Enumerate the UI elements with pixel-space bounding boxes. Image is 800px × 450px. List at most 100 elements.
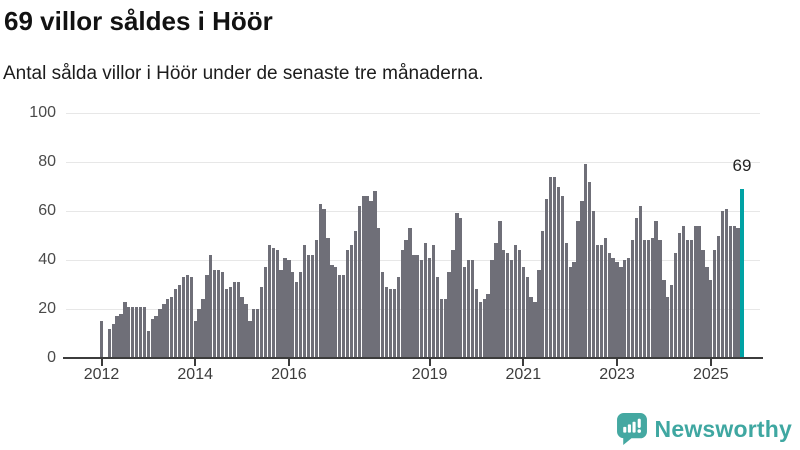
bar-2014-10 — [228, 286, 232, 358]
brand-wordmark: Newsworthy — [654, 415, 792, 442]
axis-baseline — [63, 357, 763, 359]
bar-2025-6 — [728, 225, 732, 358]
bar-2014-6 — [213, 269, 217, 358]
bar-2023-5 — [631, 240, 635, 358]
x-tick-label: 2019 — [411, 366, 448, 383]
newsworthy-chart-bubble-icon — [616, 413, 647, 445]
bar-2016-11 — [326, 237, 330, 358]
bar-2020-8 — [502, 250, 506, 358]
bar-2018-7 — [404, 240, 408, 358]
bar-2021-12 — [564, 242, 568, 358]
bar-2017-6 — [353, 230, 357, 358]
y-tick-label: 0 — [47, 349, 56, 366]
bar-2013-7 — [170, 296, 174, 359]
bar-2020-3 — [482, 299, 486, 358]
bar-2017-12 — [377, 228, 381, 358]
bar-2022-2 — [572, 262, 576, 358]
bar-2017-1 — [334, 267, 338, 359]
y-tick-label: 100 — [29, 104, 56, 121]
bar-2013-4 — [158, 309, 162, 358]
bar-2023-9 — [646, 240, 650, 358]
bar-2024-9 — [693, 225, 697, 358]
axis-tick-2021 — [522, 358, 525, 366]
bar-2020-5 — [490, 260, 494, 358]
bar-2012-9 — [131, 306, 135, 359]
bar-2024-2 — [666, 296, 670, 359]
bar-2018-12 — [424, 242, 428, 358]
bar-2013-5 — [162, 304, 166, 358]
bar-2024-10 — [697, 225, 701, 358]
bar-2022-3 — [576, 220, 580, 358]
bar-2019-2 — [431, 245, 436, 358]
bar-2025-3 — [716, 235, 721, 358]
bar-2014-11 — [232, 282, 236, 359]
bar-2024-7 — [685, 240, 689, 358]
bar-2015-9 — [271, 247, 275, 359]
bar-2015-11 — [279, 269, 283, 358]
bar-2019-3 — [435, 277, 440, 358]
bar-2023-4 — [627, 257, 631, 359]
bar-2013-1 — [146, 331, 150, 359]
axis-tick-2014 — [194, 358, 197, 366]
bar-2025-1 — [709, 279, 713, 358]
gridline-y-60 — [66, 211, 760, 212]
bar-2020-12 — [517, 250, 522, 358]
bar-2023-7 — [638, 206, 643, 358]
bar-2018-9 — [412, 255, 416, 358]
bar-2018-8 — [408, 228, 412, 358]
bar-2015-2 — [244, 304, 248, 358]
bar-2016-4 — [299, 272, 303, 359]
bar-2014-1 — [193, 321, 197, 359]
x-tick-label: 2025 — [693, 366, 729, 383]
bar-2019-10 — [463, 267, 467, 359]
bar-2014-7 — [216, 269, 221, 358]
bar-2025-4 — [720, 211, 725, 358]
bar-2019-12 — [470, 260, 475, 358]
bar-2015-3 — [248, 321, 252, 359]
y-tick-label: 20 — [38, 300, 56, 317]
bar-2016-7 — [310, 255, 315, 358]
bar-2014-5 — [209, 255, 213, 358]
bar-2022-6 — [588, 181, 592, 358]
bar-2021-9 — [552, 176, 557, 358]
bar-2014-8 — [220, 272, 225, 359]
bar-2022-7 — [591, 211, 596, 358]
bar-2012-11 — [138, 306, 143, 359]
bar-2019-4 — [439, 299, 443, 358]
bar-2016-6 — [306, 255, 311, 358]
bar-2021-8 — [548, 176, 553, 358]
bar-2018-11 — [420, 260, 424, 358]
bar-2017-5 — [349, 245, 354, 358]
bar-2017-11 — [373, 191, 377, 358]
axis-tick-2016 — [287, 358, 290, 366]
bar-2013-8 — [174, 289, 178, 358]
bar-2019-11 — [466, 260, 471, 358]
bar-2016-9 — [318, 203, 322, 358]
bar-2016-2 — [291, 272, 295, 359]
bar-2022-9 — [599, 245, 604, 358]
bar-2016-1 — [287, 260, 291, 358]
axis-tick-2025 — [709, 358, 712, 366]
bar-2014-3 — [201, 299, 205, 358]
bar-2015-5 — [256, 309, 260, 358]
bar-2023-2 — [619, 267, 623, 359]
bar-2020-2 — [478, 301, 482, 358]
page-title: 69 villor såldes i Höör — [4, 6, 273, 36]
bar-2012-7 — [123, 301, 127, 358]
bar-2013-2 — [150, 318, 154, 358]
bar-2019-8 — [455, 213, 459, 358]
bar-2012-12 — [142, 306, 147, 359]
bar-2016-8 — [314, 240, 318, 358]
bar-2018-3 — [388, 289, 393, 358]
bar-2018-4 — [392, 289, 397, 358]
bar-2018-1 — [381, 272, 385, 359]
bar-2018-10 — [416, 255, 420, 358]
bar-2018-6 — [400, 250, 404, 358]
bar-2013-11 — [185, 274, 190, 358]
x-tick-label: 2023 — [599, 366, 635, 383]
bar-2021-7 — [545, 198, 549, 359]
x-tick-label: 2021 — [505, 366, 542, 383]
bar-2020-6 — [494, 242, 498, 358]
